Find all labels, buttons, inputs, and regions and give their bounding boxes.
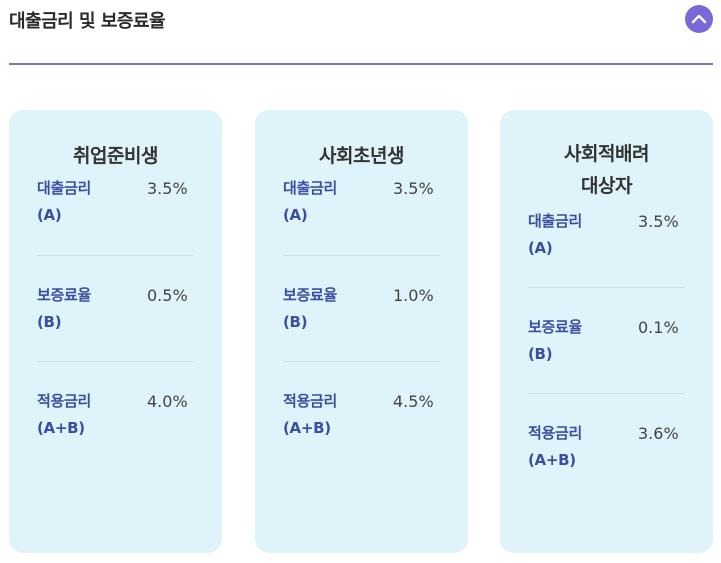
collapse-toggle-button[interactable] xyxy=(685,5,713,33)
card-title-line: 사회초년생 xyxy=(319,145,404,167)
row-label-sub: (A+B) xyxy=(528,451,576,469)
row-label: 대출금리 (A) xyxy=(37,175,117,229)
rate-card-job-seeker: 취업준비생 대출금리 (A) 3.5% 보증료율 (B) 0.5% 적용금리 (… xyxy=(9,110,222,553)
card-title-line: 대상자 xyxy=(581,175,632,197)
row-label-sub: (B) xyxy=(37,313,62,331)
row-label-main: 적용금리 xyxy=(283,392,338,410)
row-value: 0.5% xyxy=(147,286,188,305)
row-divider xyxy=(283,361,440,362)
chevron-up-icon xyxy=(691,14,707,24)
row-label: 대출금리 (A) xyxy=(528,208,608,262)
section-title: 대출금리 및 보증료율 xyxy=(9,11,166,32)
row-label-main: 보증료율 xyxy=(283,286,338,304)
card-title: 취업준비생 xyxy=(9,140,222,172)
row-label-sub: (A) xyxy=(283,206,308,224)
row-label-main: 대출금리 xyxy=(37,179,92,197)
row-label-sub: (B) xyxy=(283,313,308,331)
row-label-main: 보증료율 xyxy=(37,286,92,304)
rate-card-new-worker: 사회초년생 대출금리 (A) 3.5% 보증료율 (B) 1.0% 적용금리 (… xyxy=(255,110,468,553)
row-label-sub: (A+B) xyxy=(283,419,331,437)
row-label-main: 적용금리 xyxy=(37,392,92,410)
row-label-sub: (A) xyxy=(37,206,62,224)
rate-cards: 취업준비생 대출금리 (A) 3.5% 보증료율 (B) 0.5% 적용금리 (… xyxy=(9,110,713,553)
row-divider xyxy=(528,393,685,394)
row-value: 3.5% xyxy=(147,179,188,198)
row-value: 1.0% xyxy=(393,286,434,305)
row-label-main: 보증료율 xyxy=(528,318,583,336)
row-value: 0.1% xyxy=(638,318,679,337)
row-label: 보증료율 (B) xyxy=(37,282,117,336)
row-label-sub: (A) xyxy=(528,239,553,257)
row-label: 적용금리 (A+B) xyxy=(528,420,608,474)
row-label-sub: (B) xyxy=(528,345,553,363)
row-value: 4.0% xyxy=(147,392,188,411)
row-value: 4.5% xyxy=(393,392,434,411)
row-label: 적용금리 (A+B) xyxy=(37,388,117,442)
row-divider xyxy=(283,255,440,256)
row-label: 적용금리 (A+B) xyxy=(283,388,363,442)
rate-card-social-care: 사회적배려 대상자 대출금리 (A) 3.5% 보증료율 (B) 0.1% 적용… xyxy=(500,110,713,553)
row-label-main: 적용금리 xyxy=(528,424,583,442)
section-header: 대출금리 및 보증료율 xyxy=(0,0,713,66)
row-value: 3.5% xyxy=(638,212,679,231)
row-label-sub: (A+B) xyxy=(37,419,85,437)
row-divider xyxy=(37,255,194,256)
row-label: 대출금리 (A) xyxy=(283,175,363,229)
row-divider xyxy=(528,287,685,288)
row-label: 보증료율 (B) xyxy=(528,314,608,368)
card-title-line: 취업준비생 xyxy=(73,145,158,167)
row-value: 3.6% xyxy=(638,424,679,443)
row-divider xyxy=(37,361,194,362)
header-divider xyxy=(9,63,713,65)
row-label-main: 대출금리 xyxy=(283,179,338,197)
row-value: 3.5% xyxy=(393,179,434,198)
row-label: 보증료율 (B) xyxy=(283,282,363,336)
card-title-line: 사회적배려 xyxy=(564,143,649,165)
card-title: 사회적배려 대상자 xyxy=(500,138,713,202)
card-title: 사회초년생 xyxy=(255,140,468,172)
row-label-main: 대출금리 xyxy=(528,212,583,230)
